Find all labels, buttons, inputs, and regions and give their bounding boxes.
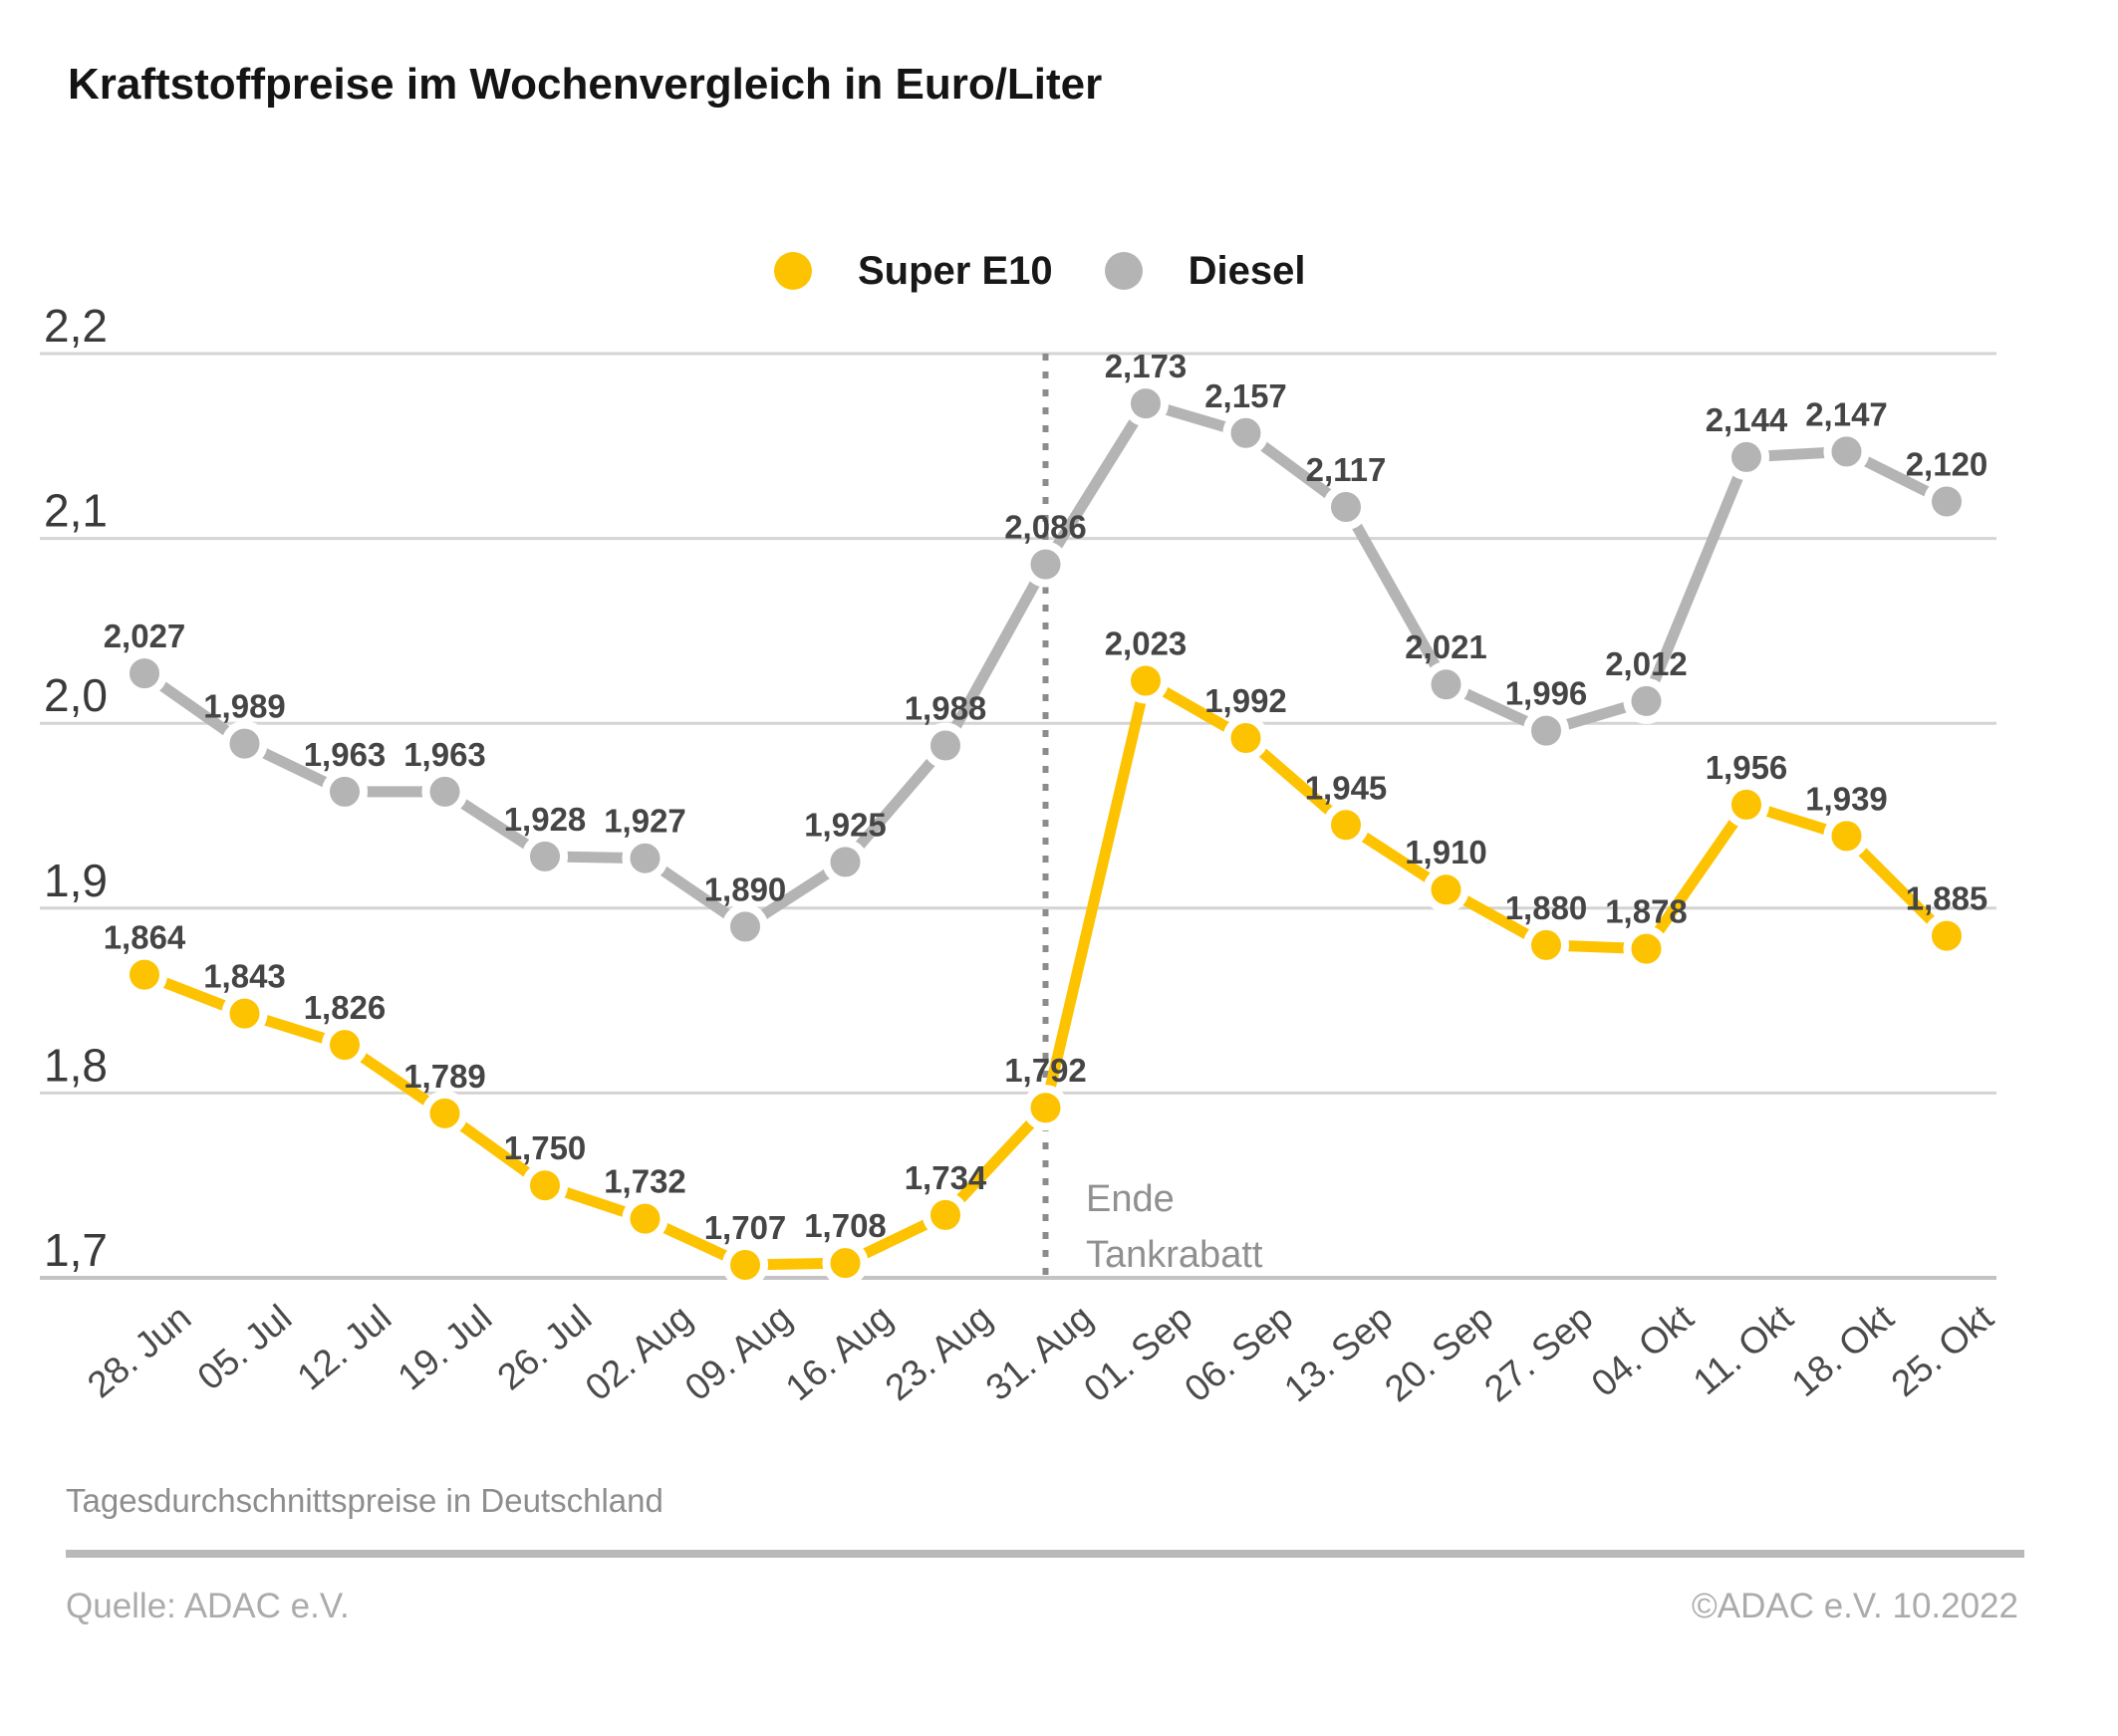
- data-point-diesel: [1924, 478, 1970, 525]
- data-point-super-e10: [322, 1022, 368, 1069]
- data-label-super-e10: 1,708: [804, 1207, 887, 1244]
- data-label-diesel: 2,147: [1805, 395, 1888, 432]
- annotation-line-2: Tankrabatt: [1086, 1234, 1263, 1276]
- data-label-diesel: 1,890: [704, 870, 787, 907]
- data-label-diesel: 2,120: [1906, 445, 1988, 482]
- data-label-super-e10: 1,707: [704, 1209, 787, 1246]
- reference-line-annotation: Ende Tankrabatt: [1086, 1171, 1262, 1283]
- source-text: Quelle: ADAC e.V.: [66, 1587, 350, 1625]
- data-label-diesel: 2,012: [1605, 645, 1688, 682]
- data-point-diesel: [1623, 677, 1670, 724]
- data-point-diesel: [1523, 707, 1569, 754]
- data-point-diesel: [522, 833, 568, 879]
- legend-label-super-e10: Super E10: [858, 248, 1053, 293]
- data-label-diesel: 1,928: [504, 801, 587, 838]
- data-point-super-e10: [1823, 813, 1870, 860]
- data-label-diesel: 1,996: [1505, 675, 1588, 712]
- data-point-diesel: [722, 903, 768, 950]
- data-point-diesel: [1123, 380, 1169, 427]
- data-point-diesel: [1323, 484, 1369, 531]
- data-label-diesel: 1,925: [804, 806, 887, 843]
- y-axis-tick-label: 2,2: [44, 300, 108, 352]
- data-label-diesel: 1,988: [905, 689, 987, 726]
- data-label-diesel: 2,027: [104, 618, 186, 654]
- legend: Super E10 Diesel: [774, 247, 1306, 295]
- data-point-super-e10: [522, 1162, 568, 1209]
- data-label-super-e10: 1,956: [1706, 749, 1788, 786]
- data-point-super-e10: [1523, 921, 1569, 968]
- data-label-super-e10: 1,880: [1505, 889, 1588, 926]
- y-axis-tick-label: 1,7: [44, 1224, 108, 1276]
- data-point-super-e10: [1123, 657, 1169, 704]
- data-point-super-e10: [1423, 867, 1469, 913]
- data-point-super-e10: [622, 1195, 668, 1242]
- data-label-super-e10: 1,734: [905, 1159, 987, 1196]
- legend-entry-super-e10: Super E10: [774, 249, 1053, 294]
- data-point-super-e10: [1323, 802, 1369, 849]
- data-label-diesel: 1,927: [604, 803, 686, 840]
- data-point-super-e10: [1924, 912, 1970, 959]
- data-point-super-e10: [1022, 1085, 1069, 1131]
- data-point-diesel: [122, 650, 167, 697]
- y-axis-tick-label: 2,0: [44, 669, 108, 721]
- data-label-super-e10: 1,939: [1805, 780, 1888, 817]
- annotation-line-1: Ende: [1086, 1178, 1175, 1220]
- data-label-super-e10: 1,945: [1305, 769, 1388, 806]
- data-point-diesel: [1423, 661, 1469, 708]
- data-label-diesel: 2,157: [1204, 377, 1287, 414]
- data-label-diesel: 2,021: [1405, 628, 1487, 665]
- legend-swatch-diesel-icon: [1104, 252, 1143, 290]
- legend-entry-diesel: Diesel: [1104, 248, 1306, 294]
- data-label-super-e10: 1,992: [1204, 682, 1287, 719]
- data-label-super-e10: 1,826: [304, 989, 387, 1026]
- data-label-super-e10: 1,878: [1605, 893, 1688, 930]
- data-point-diesel: [1823, 428, 1870, 475]
- data-label-super-e10: 1,864: [104, 919, 186, 956]
- data-point-diesel: [421, 768, 468, 815]
- legend-label-diesel: Diesel: [1188, 248, 1306, 293]
- data-point-diesel: [1723, 433, 1769, 480]
- y-axis-tick-label: 1,8: [44, 1039, 108, 1091]
- data-point-diesel: [221, 720, 268, 767]
- data-point-diesel: [822, 839, 869, 885]
- data-label-diesel: 1,989: [203, 688, 286, 725]
- data-label-super-e10: 2,023: [1105, 625, 1188, 662]
- y-axis-tick-label: 2,1: [44, 485, 108, 537]
- data-point-super-e10: [923, 1191, 968, 1238]
- data-point-diesel: [622, 835, 668, 881]
- data-point-super-e10: [221, 990, 268, 1037]
- data-label-diesel: 2,144: [1706, 401, 1788, 438]
- data-label-super-e10: 1,789: [403, 1058, 486, 1095]
- chart-title: Kraftstoffpreise im Wochenvergleich in E…: [68, 60, 1103, 109]
- legend-swatch-super-e10-icon: [774, 252, 812, 290]
- data-point-diesel: [923, 722, 968, 769]
- copyright-text: ©ADAC e.V. 10.2022: [1691, 1587, 2018, 1625]
- data-label-super-e10: 1,750: [504, 1129, 587, 1166]
- data-point-diesel: [322, 768, 368, 815]
- data-label-diesel: 2,173: [1105, 348, 1188, 384]
- data-point-diesel: [1022, 541, 1069, 588]
- data-label-super-e10: 1,910: [1405, 834, 1487, 870]
- chart-footnote: Tagesdurchschnittspreise in Deutschland: [66, 1482, 663, 1519]
- data-label-diesel: 1,963: [403, 736, 486, 773]
- data-point-super-e10: [722, 1242, 768, 1289]
- data-point-super-e10: [1623, 925, 1670, 972]
- data-label-diesel: 2,086: [1004, 509, 1087, 546]
- data-label-diesel: 2,117: [1306, 451, 1387, 488]
- data-label-diesel: 1,963: [304, 736, 387, 773]
- data-point-super-e10: [421, 1090, 468, 1136]
- data-point-super-e10: [1723, 781, 1769, 828]
- data-label-super-e10: 1,792: [1004, 1052, 1087, 1089]
- data-point-super-e10: [822, 1240, 869, 1287]
- footer-divider: [66, 1550, 2024, 1558]
- data-point-diesel: [1222, 409, 1269, 456]
- data-point-super-e10: [122, 951, 167, 998]
- data-label-super-e10: 1,843: [203, 958, 286, 995]
- data-label-super-e10: 1,732: [604, 1163, 686, 1200]
- y-axis-tick-label: 1,9: [44, 855, 108, 906]
- data-label-super-e10: 1,885: [1906, 880, 1988, 917]
- data-point-super-e10: [1222, 715, 1269, 762]
